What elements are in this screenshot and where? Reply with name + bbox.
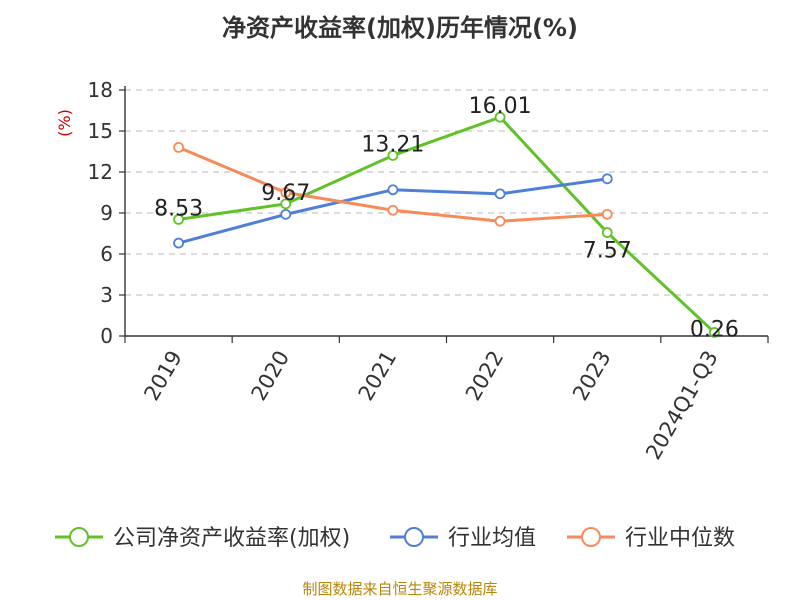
data-point [387,150,399,161]
y-tick-label: 3 [100,283,113,307]
y-axis-ticks: 0 3 6 9 12 15 18 [88,78,125,348]
data-label: 7.57 [583,239,632,264]
data-label: 16.01 [469,94,532,119]
y-tick-label: 9 [100,201,113,225]
data-point [173,141,184,153]
x-tick-label: 2023 [568,347,616,405]
y-tick-label: 18 [88,78,113,102]
y-tick-label: 0 [100,324,113,348]
data-point [280,187,292,198]
x-tick-label: 2019 [139,347,187,405]
data-label: 8.53 [154,196,203,221]
x-tick-label: 2020 [247,347,295,405]
data-point [173,214,184,225]
legend-swatch-marker [404,527,424,547]
x-tick-label: 2024Q1-Q3 [641,347,723,464]
data-point [601,208,613,220]
chart-title: 净资产收益率(加权)历年情况(%) [222,14,578,42]
data-point [709,327,720,338]
data-point [387,184,399,196]
y-tick-label: 15 [88,119,113,143]
data-point [280,198,292,210]
x-tick-label: 2021 [354,347,402,405]
y-tick-label: 6 [100,242,113,266]
data-point [601,227,613,238]
series-lines [173,111,720,338]
data-point [387,204,399,216]
y-axis-label: (%) [55,109,74,137]
data-labels: 8.53 9.67 13.21 16.01 7.57 0.26 [154,94,739,342]
data-point [494,215,506,227]
data-label: 13.21 [361,132,424,157]
x-tick-label: 2022 [461,347,509,405]
legend-swatch-marker [581,527,601,547]
x-axis-ticks: 2019 2020 2021 2022 2023 2024Q1-Q3 [124,336,769,464]
data-point [601,173,613,185]
legend: 公司净资产收益率(加权) 行业均值 行业中位数 [55,526,735,551]
data-point [173,237,184,249]
data-point [494,111,506,123]
data-label: 9.67 [261,181,310,206]
source-note: 制图数据来自恒生聚源数据库 [302,580,498,598]
legend-label: 行业中位数 [625,526,735,551]
data-point [280,208,292,220]
y-tick-label: 12 [88,160,113,184]
series-line [178,115,716,334]
legend-label: 公司净资产收益率(加权) [113,526,350,551]
data-label: 0.26 [690,317,739,342]
legend-label: 行业均值 [448,526,536,551]
grid-lines [125,89,768,296]
data-point [494,188,506,200]
legend-swatch-marker [69,527,89,547]
